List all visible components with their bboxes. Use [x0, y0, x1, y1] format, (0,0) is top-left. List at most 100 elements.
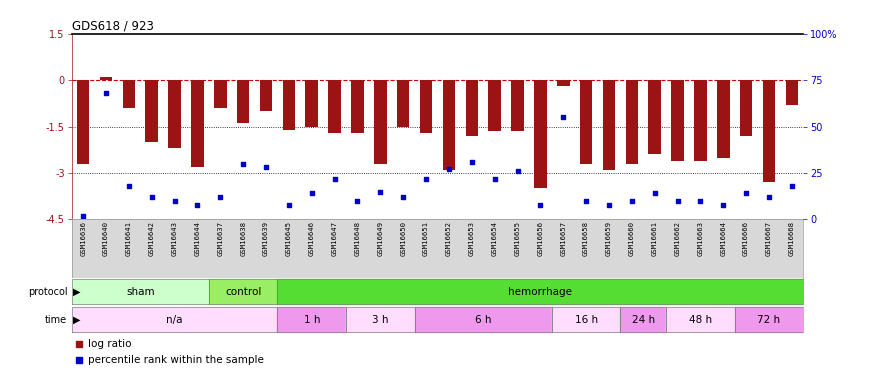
Text: GSM16651: GSM16651	[424, 221, 429, 256]
Point	[144, 194, 158, 200]
Point	[122, 183, 136, 189]
Text: ▶: ▶	[73, 315, 80, 325]
Point	[236, 161, 250, 167]
Text: GSM16661: GSM16661	[652, 221, 658, 256]
Text: 48 h: 48 h	[689, 315, 712, 325]
Bar	[626, 80, 638, 164]
Text: GSM16667: GSM16667	[766, 221, 772, 256]
Text: GSM16638: GSM16638	[241, 221, 246, 256]
Text: GSM16662: GSM16662	[675, 221, 681, 256]
Text: GSM16664: GSM16664	[720, 221, 726, 256]
Text: GDS618 / 923: GDS618 / 923	[72, 20, 154, 33]
Bar	[786, 80, 798, 105]
Point	[351, 198, 365, 204]
Point	[259, 164, 273, 170]
Point	[579, 198, 593, 204]
Point	[670, 198, 684, 204]
Bar	[648, 80, 661, 154]
Point	[762, 194, 776, 200]
Point	[327, 176, 341, 181]
Text: control: control	[225, 286, 262, 297]
Point	[374, 189, 388, 195]
Text: GSM16659: GSM16659	[606, 221, 612, 256]
Point	[99, 90, 113, 96]
Bar	[466, 80, 478, 136]
Text: GSM16637: GSM16637	[217, 221, 223, 256]
Text: GSM16668: GSM16668	[789, 221, 794, 256]
Bar	[100, 77, 112, 80]
Text: time: time	[46, 315, 67, 325]
Text: 24 h: 24 h	[632, 315, 654, 325]
Text: GSM16653: GSM16653	[469, 221, 475, 256]
Bar	[123, 80, 135, 108]
Point	[648, 190, 662, 196]
Point	[739, 190, 753, 196]
Text: hemorrhage: hemorrhage	[508, 286, 572, 297]
Text: GSM16663: GSM16663	[697, 221, 704, 256]
Text: GSM16646: GSM16646	[309, 221, 315, 256]
Bar	[763, 80, 775, 182]
Bar	[374, 80, 387, 164]
Text: GSM16644: GSM16644	[194, 221, 200, 256]
Point	[625, 198, 639, 204]
Bar	[237, 80, 249, 123]
Text: GSM16655: GSM16655	[514, 221, 521, 256]
Bar	[534, 80, 547, 189]
Point	[76, 213, 90, 219]
Text: GSM16654: GSM16654	[492, 221, 498, 256]
Bar	[145, 80, 158, 142]
Text: ▶: ▶	[73, 286, 80, 297]
Bar	[283, 80, 295, 130]
Point	[717, 201, 731, 207]
Text: GSM16636: GSM16636	[80, 221, 86, 256]
Bar	[443, 80, 455, 170]
Text: 3 h: 3 h	[372, 315, 388, 325]
Bar	[694, 80, 707, 160]
Bar	[740, 80, 752, 136]
Bar	[420, 80, 432, 133]
Text: GSM16657: GSM16657	[560, 221, 566, 256]
Text: GSM16647: GSM16647	[332, 221, 338, 256]
Bar	[192, 80, 204, 167]
Point	[510, 168, 524, 174]
Bar	[671, 80, 683, 160]
Point	[396, 194, 410, 200]
Point	[282, 201, 296, 207]
Bar	[77, 80, 89, 164]
Text: GSM16666: GSM16666	[743, 221, 749, 256]
Point	[465, 159, 479, 165]
Point	[419, 176, 433, 181]
Point	[497, 268, 511, 274]
Text: GSM16656: GSM16656	[537, 221, 543, 256]
Text: GSM16641: GSM16641	[126, 221, 132, 256]
Point	[785, 183, 799, 189]
Text: GSM16643: GSM16643	[172, 221, 178, 256]
Point	[556, 114, 570, 120]
Point	[693, 198, 707, 204]
Point	[214, 194, 228, 200]
Bar	[511, 80, 524, 131]
Text: GSM16640: GSM16640	[103, 221, 109, 256]
Text: GSM16639: GSM16639	[263, 221, 269, 256]
Bar	[580, 80, 592, 164]
Text: GSM16658: GSM16658	[583, 221, 589, 256]
Text: protocol: protocol	[28, 286, 67, 297]
Bar	[557, 80, 570, 86]
Point	[497, 122, 511, 128]
Point	[442, 166, 456, 172]
Bar	[603, 80, 615, 170]
Text: GSM16652: GSM16652	[446, 221, 452, 256]
Text: GSM16660: GSM16660	[629, 221, 634, 256]
Text: 16 h: 16 h	[575, 315, 598, 325]
Text: GSM16650: GSM16650	[400, 221, 406, 256]
Text: n/a: n/a	[166, 315, 183, 325]
Point	[487, 176, 501, 181]
Bar	[214, 80, 227, 108]
Text: 72 h: 72 h	[758, 315, 780, 325]
Text: GSM16642: GSM16642	[149, 221, 155, 256]
Point	[602, 201, 616, 207]
Text: GSM16649: GSM16649	[377, 221, 383, 256]
Point	[191, 201, 205, 207]
Text: log ratio: log ratio	[88, 339, 131, 350]
Bar	[328, 80, 341, 133]
